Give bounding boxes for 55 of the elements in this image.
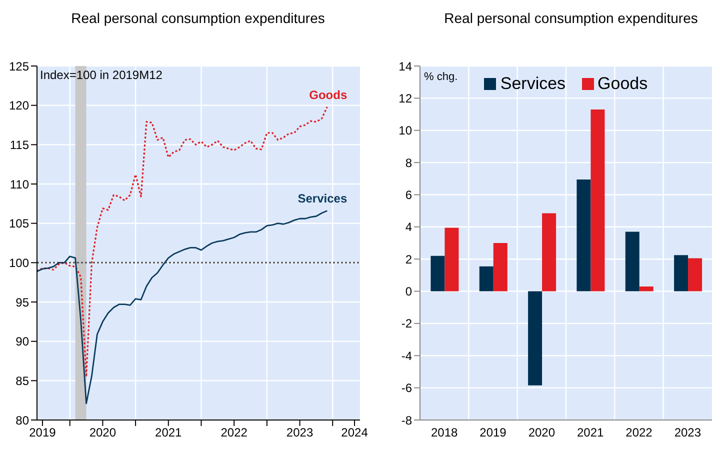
x-tick-label: 2018: [430, 426, 458, 440]
chart-title: Real personal consumption expenditures: [443, 10, 699, 26]
bar: [576, 179, 591, 292]
y-tick-label: 115: [10, 138, 30, 152]
x-tick-label: 2023: [286, 426, 314, 440]
bar: [639, 286, 654, 292]
bar: [479, 266, 494, 292]
series-label: Goods: [309, 88, 348, 102]
x-tick-label: 2019: [29, 426, 56, 440]
y-tick-label: -2: [401, 316, 412, 331]
bar: [528, 291, 542, 386]
y-tick-label: 80: [16, 413, 30, 428]
y-tick-label: 100: [8, 256, 30, 270]
bar: [493, 243, 508, 292]
x-tick-label: 2020: [89, 426, 116, 440]
legend-label: Goods: [598, 74, 648, 94]
y-tick-label: -8: [401, 413, 412, 428]
x-tick-label: 2019: [480, 426, 507, 440]
bar: [688, 258, 702, 292]
y-tick-label: 10: [398, 124, 412, 138]
x-tick-label: 2024: [341, 426, 368, 440]
y-tick-label: 85: [16, 374, 30, 388]
x-tick-label: 2022: [220, 426, 248, 440]
x-tick-label: 2021: [576, 426, 604, 440]
series-label: Services: [298, 192, 348, 206]
y-tick-label: 110: [10, 177, 30, 192]
y-tick-label: 8: [405, 156, 412, 170]
bar: [674, 255, 688, 292]
y-tick-label: 4: [405, 220, 412, 234]
y-tick-label: 14: [398, 59, 412, 74]
y-tick-label: 2: [405, 252, 412, 266]
x-tick-label: 2021: [155, 426, 182, 440]
x-tick-label: 2023: [674, 426, 702, 440]
y-tick-label: 95: [16, 295, 30, 310]
y-tick-label: 105: [8, 216, 30, 231]
y-tick-label: 12: [398, 91, 412, 106]
line-series: [37, 210, 328, 404]
bar: [444, 228, 459, 292]
y-tick-label: 0: [405, 284, 412, 299]
y-axis-title: % chg.: [424, 71, 458, 83]
legend-label: Services: [500, 74, 566, 94]
y-tick-label: -6: [401, 381, 412, 396]
bar: [590, 109, 605, 292]
bar: [430, 256, 445, 292]
y-tick-label: 6: [405, 188, 412, 202]
x-tick-label: 2022: [626, 426, 653, 440]
bar: [542, 213, 556, 292]
annotation: Index=100 in 2019M12: [40, 68, 162, 82]
x-tick-label: 2020: [528, 426, 556, 440]
y-tick-label: 90: [16, 334, 30, 349]
chart-title: Real personal consumption expenditures: [70, 10, 326, 26]
y-tick-label: -4: [401, 348, 412, 363]
y-tick-label: 120: [8, 98, 30, 113]
bar: [625, 232, 640, 292]
y-tick-label: 125: [8, 59, 30, 74]
